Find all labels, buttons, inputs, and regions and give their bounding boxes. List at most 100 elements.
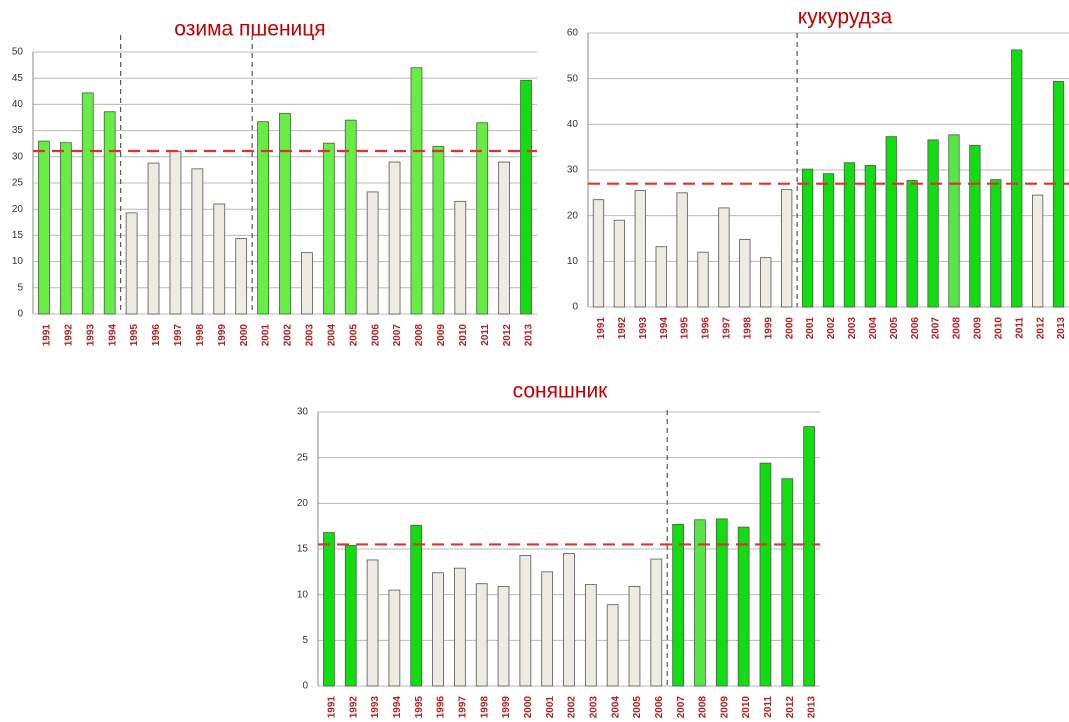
bar [323,532,335,687]
bar [885,136,897,308]
y-tick-label: 50 [567,73,579,84]
x-tick-label: 1994 [392,696,403,719]
bar [476,122,489,315]
bar [697,251,709,308]
x-tick-label: 1994 [659,317,670,340]
bar [606,604,619,687]
bar [563,553,575,687]
x-tick-label: 1992 [64,324,75,347]
bar [990,179,1002,308]
x-tick-label: 2011 [1014,317,1025,339]
x-tick-label: 1991 [327,696,338,719]
x-tick-label: 2000 [784,317,795,340]
y-tick-label: 20 [297,498,309,509]
bar [59,142,72,315]
bar [432,145,445,315]
bar [715,518,728,687]
x-tick-label: 1995 [414,696,425,719]
bar [410,524,423,687]
bar [103,111,116,315]
bar [366,191,379,315]
x-tick-label: 2008 [952,317,963,340]
bar [432,572,444,687]
x-tick-label: 2007 [931,317,942,340]
y-tick-label: 0 [302,681,308,692]
bar [1052,81,1065,308]
x-tick-label: 2008 [698,696,709,719]
bar [344,119,357,315]
bar [739,239,751,308]
x-tick-label: 1998 [195,324,206,347]
bar [628,586,641,687]
y-tick-label: 30 [297,407,309,418]
bar [948,134,960,308]
x-tick-label: 1993 [638,317,649,340]
bar [322,142,335,315]
x-tick-label: 2009 [436,324,447,347]
x-tick-label: 2013 [524,324,535,347]
bar [279,112,291,315]
x-tick-label: 1997 [722,317,733,340]
bar [454,200,467,315]
bar [584,584,597,687]
bar [803,426,815,687]
bar [388,589,401,687]
x-tick-label: 2000 [239,324,250,347]
bar [592,199,605,308]
y-tick-label: 15 [297,544,309,555]
x-tick-label: 1996 [436,696,447,719]
y-tick-label: 10 [567,256,579,267]
bar [676,192,688,308]
bar [1032,194,1044,308]
x-tick-label: 2010 [741,696,752,719]
x-tick-label: 2009 [719,696,730,719]
y-tick-label: 5 [17,282,23,293]
x-tick-label: 2011 [480,324,491,346]
y-tick-label: 40 [12,99,24,110]
x-tick-label: 2008 [414,324,425,347]
bar [38,140,50,315]
x-tick-label: 1991 [42,324,53,347]
x-tick-label: 2004 [326,324,337,347]
x-tick-label: 1998 [742,317,753,340]
bar [410,67,423,315]
x-tick-label: 1999 [501,696,512,719]
x-tick-label: 2005 [889,317,900,340]
x-tick-label: 1999 [763,317,774,340]
bar [519,554,532,687]
y-tick-label: 60 [567,28,579,39]
bar [801,168,814,308]
x-tick-label: 1995 [680,317,691,340]
bar [257,121,269,315]
bar [927,139,939,308]
bar [147,162,160,315]
x-tick-label: 2001 [545,696,556,719]
y-tick-label: 10 [12,256,24,267]
x-tick-label: 1998 [479,696,490,719]
chart-title: кукурудза [798,6,893,29]
bar [301,252,313,315]
x-tick-label: 2012 [1035,317,1046,340]
x-tick-label: 1992 [617,317,628,340]
bar [781,478,794,687]
bar [864,165,876,308]
bar [694,519,706,687]
y-tick-label: 0 [572,302,578,313]
bar [718,207,730,308]
chart-title: соняшник [513,380,609,403]
bar [81,92,94,315]
x-tick-label: 2003 [588,696,599,719]
x-tick-label: 1996 [701,317,712,340]
y-tick-label: 25 [12,178,24,189]
chart-title: озима пшениця [174,18,325,41]
x-tick-label: 2000 [523,696,534,719]
bar [235,238,248,315]
bar [969,144,981,308]
x-tick-label: 2010 [458,324,469,347]
x-tick-label: 1997 [458,696,469,719]
x-tick-label: 2012 [785,696,796,719]
x-tick-label: 2003 [305,324,316,347]
bar [781,189,793,308]
y-tick-label: 35 [12,125,24,136]
bar [169,151,182,315]
